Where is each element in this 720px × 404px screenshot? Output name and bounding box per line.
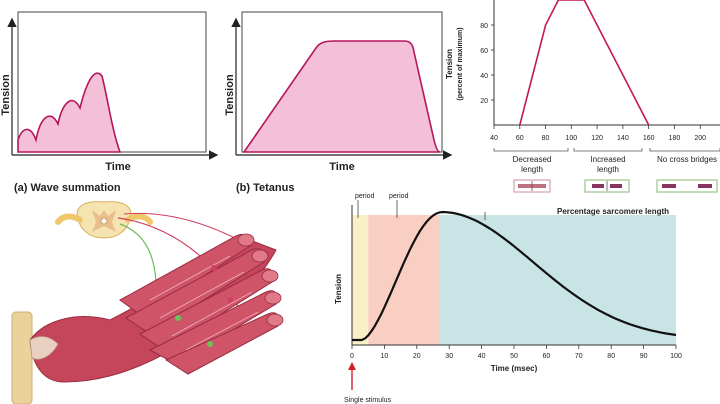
period-label-1: period xyxy=(355,193,375,200)
sarcomere-icon-increased xyxy=(584,179,630,193)
lt-y-tick-label: 80 xyxy=(480,23,488,30)
neuromuscular-junctions xyxy=(175,265,233,347)
twitch-x-tick-label: 20 xyxy=(413,353,421,360)
lt-x-tick-label: 120 xyxy=(591,135,603,142)
twitch-phase-band-1 xyxy=(352,215,369,345)
lt-x-tick-label: 100 xyxy=(565,135,577,142)
lt-category-brackets xyxy=(493,148,720,152)
b-caption: (b) Tetanus xyxy=(236,182,294,194)
spinal-cord-cross-section xyxy=(55,201,153,239)
b-x-label: Time xyxy=(329,161,354,173)
lt-cat-2-line1: Increased xyxy=(590,155,625,164)
lt-cat-1-line2: length xyxy=(521,165,543,174)
lt-cat-1-line1: Decreased xyxy=(513,155,552,164)
a-y-label: Tension xyxy=(0,74,12,116)
twitch-phase-band-2 xyxy=(368,215,440,345)
twitch-chart: 0 10 20 30 40 50 60 70 80 90 100 period period Per… xyxy=(334,193,682,404)
lt-x-tick-label: 200 xyxy=(694,135,706,142)
lt-y-ticks: 20 40 60 80 xyxy=(480,23,494,105)
muscle-striations xyxy=(149,255,259,351)
lt-x-label: Percentage sarcomere length xyxy=(557,207,669,216)
twitch-x-label: Time (msec) xyxy=(491,364,538,373)
lt-x-tick-label: 140 xyxy=(617,135,629,142)
twitch-curve xyxy=(352,210,677,342)
wave-summation-curve xyxy=(17,72,122,153)
tetanus-curve xyxy=(242,40,441,153)
twitch-x-tick-label: 30 xyxy=(445,353,453,360)
lt-y-label-1: Tension xyxy=(445,49,454,79)
lt-y-tick-label: 60 xyxy=(480,48,488,55)
wave-summation-panel: Tension Time (a) Wave summation xyxy=(0,11,219,194)
twitch-x-tick-label: 70 xyxy=(575,353,583,360)
lt-cat-3-line1: No cross bridges xyxy=(657,155,717,164)
tendon xyxy=(29,336,59,360)
twitch-y-label: Tension xyxy=(334,274,343,304)
twitch-x-tick-label: 80 xyxy=(607,353,615,360)
lt-y-label-2: (percent of maximum) xyxy=(457,27,464,100)
lt-x-tick-label: 60 xyxy=(516,135,524,142)
lt-y-tick-label: 20 xyxy=(480,98,488,105)
motor-unit-illustration xyxy=(11,201,284,404)
twitch-x-tick-label: 50 xyxy=(510,353,518,360)
fascicle-ends xyxy=(237,233,284,327)
lt-x-tick-label: 40 xyxy=(490,135,498,142)
twitch-phase-band-3 xyxy=(439,215,676,345)
lt-x-ticks: 406080100120140160180200220 xyxy=(490,125,706,142)
twitch-phase-bands xyxy=(352,215,676,345)
lt-x-tick-label: 180 xyxy=(669,135,681,142)
tetanus-panel: Tension Time (b) Tetanus xyxy=(224,11,453,194)
twitch-x-tick-label: 100 xyxy=(670,353,682,360)
sarcomere-icon-no-cross-bridges xyxy=(656,179,718,193)
length-tension-chart: Tension (percent of maximum) 20 40 60 80 40… xyxy=(445,0,720,193)
twitch-x-tick-label: 40 xyxy=(478,353,486,360)
twitch-x-tick-label: 60 xyxy=(543,353,551,360)
a-caption: (a) Wave summation xyxy=(14,182,121,194)
lt-y-tick-label: 40 xyxy=(480,73,488,80)
muscle-fascicles xyxy=(119,233,280,375)
length-tension-curve xyxy=(519,0,650,126)
bone xyxy=(11,311,33,404)
twitch-x-tick-label: 0 xyxy=(350,353,354,360)
b-y-label: Tension xyxy=(224,74,236,116)
twitch-x-tick-label: 10 xyxy=(381,353,389,360)
lt-x-tick-label: 160 xyxy=(643,135,655,142)
period-label-2: period xyxy=(389,193,409,200)
lt-x-tick-label: 80 xyxy=(542,135,550,142)
a-x-label: Time xyxy=(105,161,130,173)
twitch-x-tick-label: 90 xyxy=(640,353,648,360)
lt-cat-2-line2: length xyxy=(597,165,619,174)
stimulus-arrow xyxy=(348,362,356,390)
sarcomere-icon-decreased xyxy=(513,179,551,193)
stimulus-label: Single stimulus xyxy=(344,397,392,404)
twitch-x-ticks: 0 10 20 30 40 50 60 70 80 90 100 xyxy=(350,345,682,360)
